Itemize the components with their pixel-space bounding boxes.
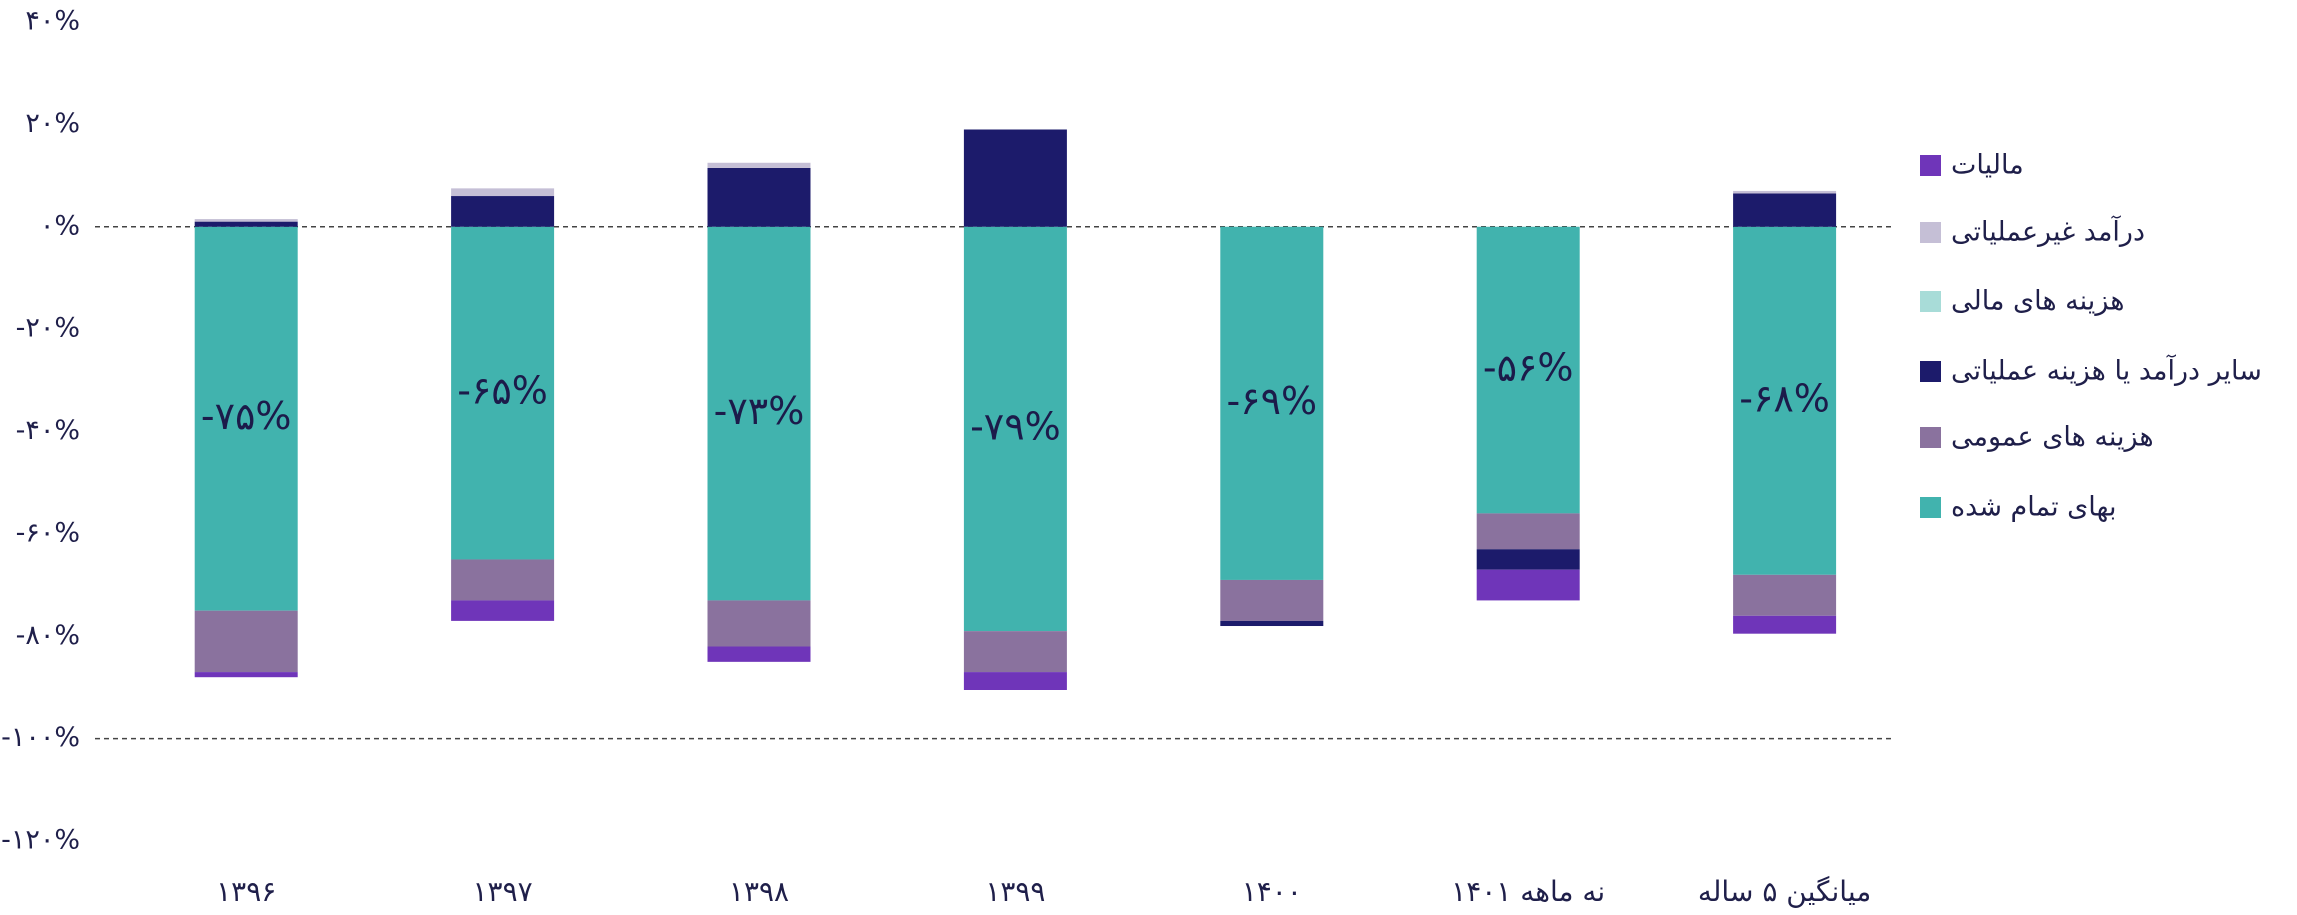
bar-segment xyxy=(1476,549,1580,570)
legend-swatch xyxy=(1920,497,1941,518)
y-tick-label: -۸۰% xyxy=(16,620,80,651)
x-tick-label: ۱۳۹۶ xyxy=(216,875,276,908)
data-label: -۷۵% xyxy=(201,394,292,438)
y-tick-label: -۶۰% xyxy=(16,517,80,548)
bar-segment xyxy=(963,672,1067,690)
legend-swatch xyxy=(1920,427,1941,448)
data-label: -۵۶% xyxy=(1483,346,1574,390)
legend-label: مالیات xyxy=(1951,150,2024,181)
bar-segment xyxy=(707,226,811,601)
bar-segment xyxy=(963,226,1067,632)
data-label: -۶۹% xyxy=(1226,379,1317,423)
legend-swatch xyxy=(1920,291,1941,312)
bar-segment xyxy=(963,631,1067,673)
bar-segment xyxy=(1476,569,1580,601)
bar-segment xyxy=(1733,574,1837,616)
bar-segment xyxy=(194,226,298,611)
bar-segment xyxy=(707,600,811,647)
y-tick-label: ۲۰% xyxy=(25,108,80,139)
bar-segment xyxy=(707,646,811,662)
bar-segment xyxy=(194,219,298,222)
legend-swatch xyxy=(1920,155,1941,176)
bar-segment xyxy=(451,196,555,227)
y-tick-label: -۴۰% xyxy=(16,415,80,446)
bar-segment xyxy=(963,129,1067,227)
data-label: -۶۸% xyxy=(1739,376,1830,420)
bar-segment xyxy=(1220,620,1324,627)
legend-label: درآمد غیرعملیاتی xyxy=(1951,216,2145,248)
bar-segment xyxy=(194,610,298,673)
data-label: -۷۳% xyxy=(714,389,805,433)
x-tick-label: ۱۴۰۰ xyxy=(1242,875,1302,908)
bar-segment xyxy=(451,188,555,197)
legend-swatch xyxy=(1920,222,1941,243)
bar-segment xyxy=(194,672,298,678)
data-label: -۷۹% xyxy=(970,404,1061,448)
bar-segment xyxy=(451,559,555,601)
bar-segment xyxy=(1476,226,1580,514)
y-tick-label: -۱۲۰% xyxy=(1,825,80,856)
x-tick-label: میانگین ۵ ساله xyxy=(1698,875,1871,908)
y-tick-label: ۴۰% xyxy=(25,6,80,37)
legend-label: سایر درآمد یا هزینه عملیاتی xyxy=(1951,355,2262,387)
data-label: -۶۵% xyxy=(457,369,548,413)
bar-segment xyxy=(1220,579,1324,621)
legend-label: بهای تمام شده xyxy=(1951,492,2117,523)
bar-segment xyxy=(1733,615,1837,634)
bar-segment xyxy=(1733,190,1837,194)
bar-segment xyxy=(194,221,298,227)
bar-segment xyxy=(1733,193,1837,227)
bar-segment xyxy=(451,600,555,621)
bar-segment xyxy=(1733,226,1837,575)
bar-segment xyxy=(707,162,811,168)
legend-label: هزینه های مالی xyxy=(1951,286,2124,317)
x-tick-label: نه ماهه ۱۴۰۱ xyxy=(1451,875,1605,908)
bar-segment xyxy=(1476,513,1580,550)
x-tick-label: ۱۳۹۷ xyxy=(473,875,533,908)
bar-segment xyxy=(1220,226,1324,580)
y-tick-label: -۱۰۰% xyxy=(1,722,80,753)
bar-segment xyxy=(707,167,811,227)
x-tick-label: ۱۳۹۸ xyxy=(729,875,789,908)
legend-label: هزینه های عمومی xyxy=(1951,422,2154,453)
y-tick-label: -۲۰% xyxy=(16,313,80,344)
x-tick-label: ۱۳۹۹ xyxy=(985,875,1045,908)
y-tick-label: ۰% xyxy=(40,210,80,241)
bar-segment xyxy=(451,226,555,560)
legend-swatch xyxy=(1920,361,1941,382)
